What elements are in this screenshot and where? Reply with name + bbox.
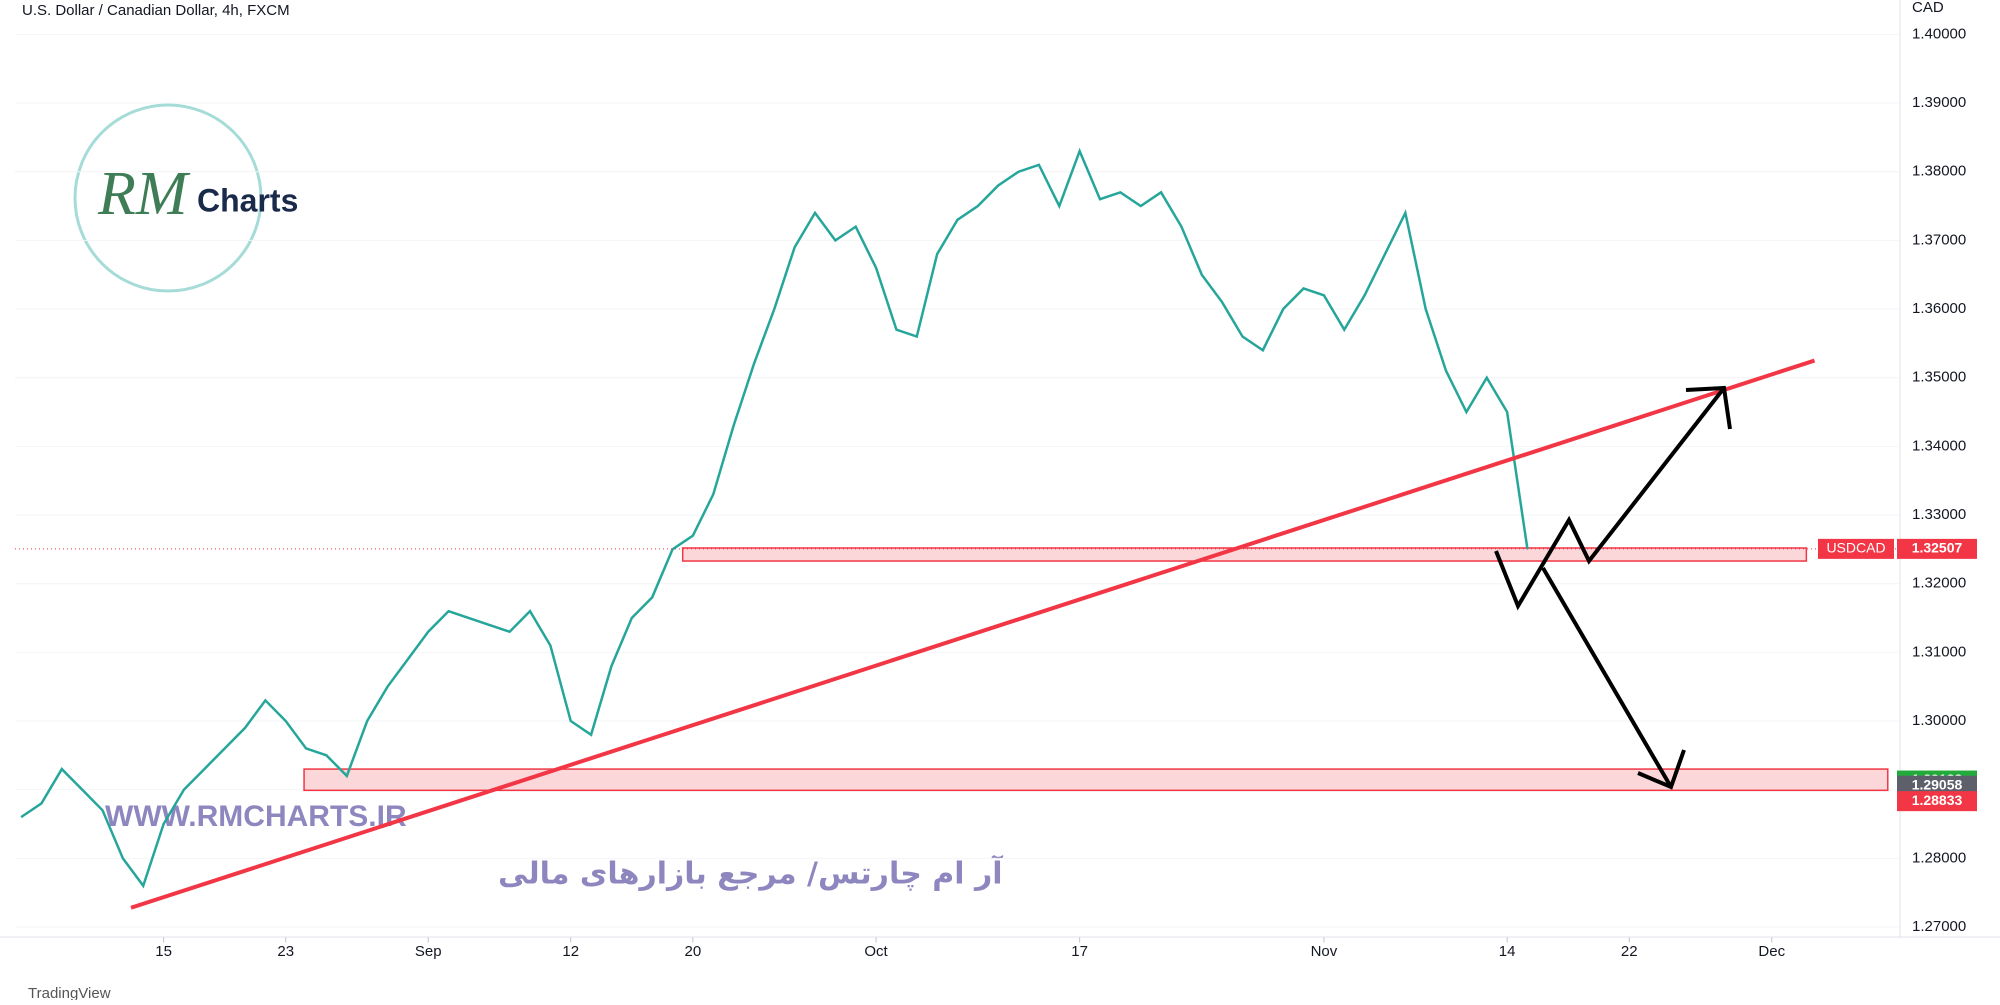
x-tick-label: 14 [1499, 943, 1516, 960]
arrow-up [1494, 386, 1726, 611]
price-name-box [1818, 538, 1894, 559]
x-tick-label: Nov [1311, 943, 1338, 960]
price-name: USDCAD [1826, 540, 1885, 556]
x-tick-label: 22 [1621, 943, 1638, 960]
price-label: 1.29058 [1912, 776, 1963, 792]
y-tick-label: 1.30000 [1912, 712, 1966, 729]
chart-title: U.S. Dollar / Canadian Dollar, 4h, FXCM [22, 2, 290, 19]
watermark: WWW.RMCHARTS.IR [105, 800, 407, 833]
y-tick-label: 1.33000 [1912, 506, 1966, 523]
x-tick-label: Dec [1758, 943, 1785, 960]
watermark-fa: آر ام چارتس/ مرجع بازارهای مالی [498, 855, 1003, 892]
price-label: 1.32507 [1912, 540, 1963, 556]
y-tick-label: 1.31000 [1912, 643, 1966, 660]
price-box [1897, 775, 1977, 796]
arrow-head [1685, 385, 1732, 430]
x-tick-label: Sep [415, 943, 442, 960]
footer: TradingView [28, 985, 111, 1000]
logo-script: RM [97, 160, 191, 228]
x-tick-label: 20 [685, 943, 702, 960]
logo-ring [73, 103, 263, 293]
zone [681, 547, 1808, 562]
plot [15, 33, 1900, 943]
x-tick-label: 17 [1071, 943, 1088, 960]
arrow-head [1637, 749, 1686, 790]
y-tick-label: 1.27000 [1912, 918, 1966, 935]
y-tick-label: 1.37000 [1912, 231, 1966, 248]
y-tick-label: 1.28000 [1912, 849, 1966, 866]
x-tick-label: 23 [277, 943, 294, 960]
price-line [20, 147, 1529, 889]
price-label: 1.28833 [1912, 792, 1963, 808]
y-axis-label: CAD [1912, 0, 1944, 16]
x-tick-label: Oct [864, 943, 888, 960]
arrow-down [1541, 566, 1673, 789]
y-tick-label: 1.36000 [1912, 300, 1966, 317]
y-tick-label: 1.39000 [1912, 94, 1966, 111]
price-box [1897, 791, 1977, 812]
scenario-arrows [1494, 385, 1732, 790]
x-tick-label: 12 [562, 943, 579, 960]
trendline [130, 358, 1816, 910]
y-tick-label: 1.34000 [1912, 437, 1966, 454]
x-tick-label: 15 [155, 943, 172, 960]
y-tick-label: 1.40000 [1912, 25, 1966, 42]
logo: RM Charts [73, 103, 298, 293]
zone [303, 768, 1889, 792]
y-tick-label: 1.35000 [1912, 369, 1966, 386]
logo-text: Charts [197, 182, 298, 218]
y-tick-label: 1.38000 [1912, 163, 1966, 180]
y-tick-label: 1.32000 [1912, 575, 1966, 592]
price-box [1897, 538, 1977, 559]
